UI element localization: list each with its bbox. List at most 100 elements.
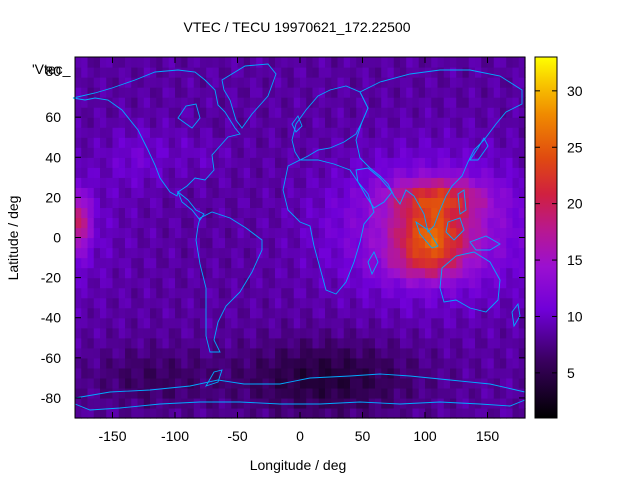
heatmap-cell <box>87 357 95 369</box>
heatmap-cell <box>337 247 345 259</box>
heatmap-cell <box>212 377 220 389</box>
heatmap-cell <box>143 207 151 219</box>
heatmap-cell <box>312 127 320 138</box>
heatmap-cell <box>400 127 407 138</box>
heatmap-cell <box>500 237 507 249</box>
heatmap-cell <box>356 147 364 158</box>
heatmap-cell <box>387 97 395 108</box>
heatmap-cell <box>150 257 157 269</box>
heatmap-cell <box>112 167 120 178</box>
heatmap-cell <box>443 317 451 329</box>
heatmap-cell <box>218 377 226 389</box>
heatmap-cell <box>325 137 332 148</box>
heatmap-cell <box>337 337 345 349</box>
heatmap-cell <box>293 127 301 138</box>
heatmap-cell <box>243 257 251 269</box>
heatmap-cell <box>143 97 151 108</box>
heatmap-cell <box>512 247 520 259</box>
heatmap-cell <box>81 67 89 78</box>
heatmap-cell <box>393 187 401 198</box>
heatmap-cell <box>475 57 482 68</box>
heatmap-cell <box>181 377 189 389</box>
heatmap-cell <box>87 297 95 309</box>
heatmap-cell <box>368 307 376 319</box>
heatmap-cell <box>331 137 339 148</box>
heatmap-cell <box>343 237 351 249</box>
heatmap-cell <box>468 157 476 168</box>
colorbar-tick-label: 5 <box>567 365 575 381</box>
heatmap-cell <box>275 57 282 68</box>
heatmap-cell <box>306 57 314 68</box>
heatmap-cell <box>425 407 432 419</box>
heatmap-cell <box>200 247 207 259</box>
heatmap-cell <box>150 177 157 188</box>
heatmap-cell <box>475 357 482 369</box>
heatmap-cell <box>362 397 370 409</box>
heatmap-cell <box>175 337 182 349</box>
heatmap-cell <box>337 87 345 98</box>
heatmap-cell <box>506 317 514 329</box>
heatmap-cell <box>187 317 195 329</box>
heatmap-cell <box>143 237 151 249</box>
heatmap-cell <box>475 167 482 178</box>
heatmap-cell <box>475 257 482 269</box>
heatmap-cell <box>287 327 295 339</box>
heatmap-cell <box>456 177 464 188</box>
heatmap-cell <box>287 97 295 108</box>
heatmap-cell <box>262 317 270 329</box>
heatmap-cell <box>418 267 426 279</box>
heatmap-cell <box>187 377 195 389</box>
heatmap-cell <box>168 327 176 339</box>
heatmap-cell <box>118 197 126 209</box>
heatmap-cell <box>368 387 376 399</box>
heatmap-cell <box>493 97 501 108</box>
heatmap-cell <box>375 187 382 198</box>
heatmap-cell <box>225 337 232 349</box>
heatmap-cell <box>318 387 326 399</box>
heatmap-cell <box>356 337 364 349</box>
heatmap-cell <box>306 177 314 188</box>
heatmap-cell <box>500 397 507 409</box>
heatmap-cell <box>75 367 82 379</box>
heatmap-cell <box>81 307 89 319</box>
heatmap-cell <box>425 317 432 329</box>
heatmap-cell <box>81 167 89 178</box>
heatmap-cell <box>450 147 457 158</box>
heatmap-cell <box>118 147 126 158</box>
heatmap-cell <box>168 267 176 279</box>
heatmap-cell <box>275 367 282 379</box>
heatmap-cell <box>368 67 376 78</box>
heatmap-cell <box>362 187 370 198</box>
heatmap-cell <box>381 307 389 319</box>
heatmap-cell <box>400 357 407 369</box>
heatmap-cell <box>518 147 526 158</box>
heatmap-cell <box>218 207 226 219</box>
heatmap-cell <box>493 387 501 399</box>
heatmap-cell <box>168 407 176 419</box>
heatmap-cell <box>456 137 464 148</box>
heatmap-cell <box>500 377 507 389</box>
heatmap-cell <box>137 137 145 148</box>
heatmap-cell <box>450 297 457 309</box>
heatmap-cell <box>512 87 520 98</box>
heatmap-cell <box>325 117 332 128</box>
heatmap-cell <box>293 87 301 98</box>
heatmap-cell <box>412 67 420 78</box>
heatmap-cell <box>193 137 201 148</box>
heatmap-cell <box>218 217 226 229</box>
heatmap-cell <box>75 147 82 158</box>
heatmap-cell <box>343 287 351 299</box>
heatmap-cell <box>181 337 189 349</box>
heatmap-cell <box>350 357 357 369</box>
heatmap-cell <box>131 297 139 309</box>
heatmap-cell <box>87 67 95 78</box>
heatmap-cell <box>506 107 514 118</box>
heatmap-cell <box>393 397 401 409</box>
heatmap-cell <box>387 387 395 399</box>
heatmap-cell <box>143 297 151 309</box>
heatmap-cell <box>412 347 420 359</box>
heatmap-cell <box>75 187 82 198</box>
heatmap-cell <box>231 217 239 229</box>
heatmap-cell <box>437 197 445 209</box>
heatmap-cell <box>312 77 320 88</box>
